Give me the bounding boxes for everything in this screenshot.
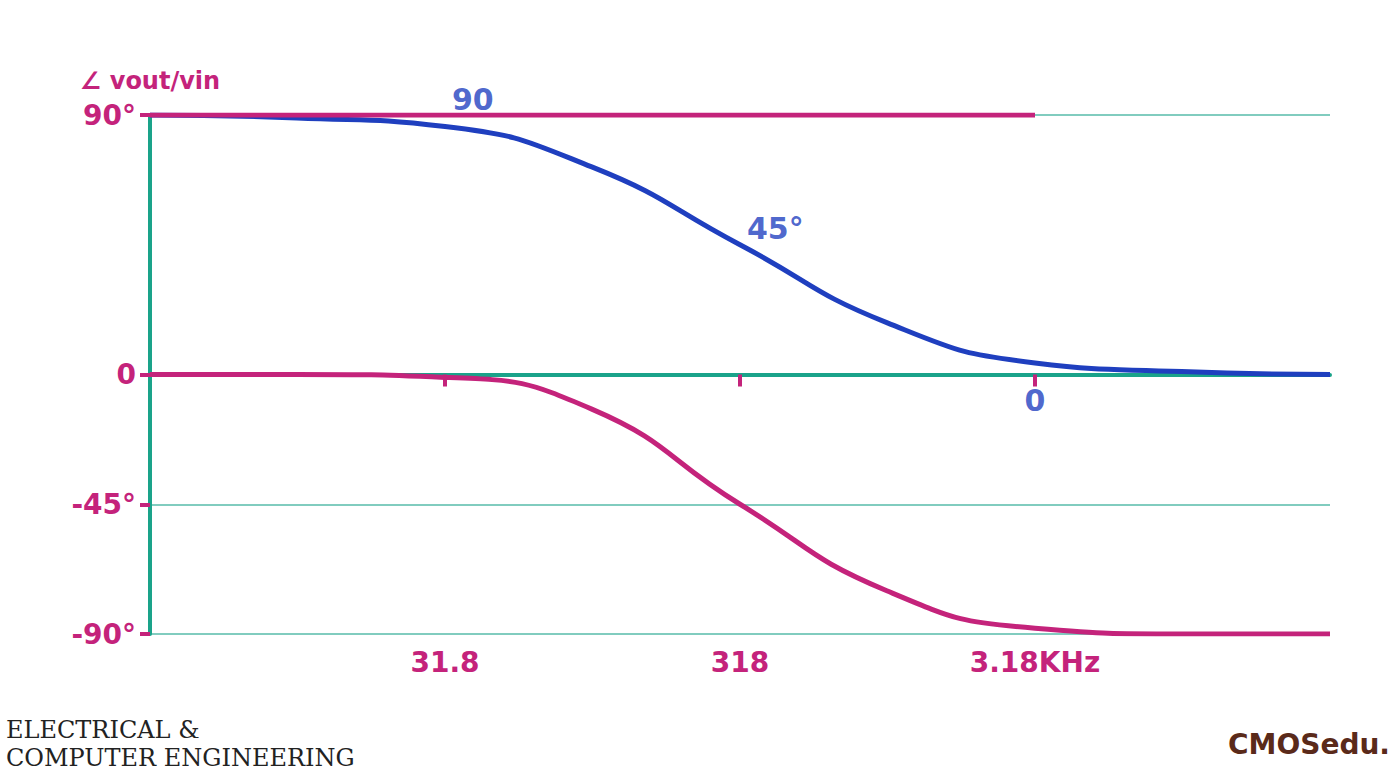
svg-text:90: 90 xyxy=(452,82,494,117)
svg-text:31.8: 31.8 xyxy=(410,646,479,679)
svg-text:90°: 90° xyxy=(83,99,136,132)
svg-text:COMPUTER ENGINEERING: COMPUTER ENGINEERING xyxy=(6,744,355,772)
svg-text:0: 0 xyxy=(1025,383,1046,418)
svg-text:-45°: -45° xyxy=(71,488,136,521)
svg-text:∠ vout/vin: ∠ vout/vin xyxy=(80,67,220,95)
svg-text:CMOSedu.: CMOSedu. xyxy=(1228,728,1390,761)
svg-text:0: 0 xyxy=(117,358,136,391)
svg-text:45°: 45° xyxy=(747,211,804,246)
svg-text:-90°: -90° xyxy=(71,618,136,651)
svg-text:318: 318 xyxy=(711,646,769,679)
svg-text:3.18KHz: 3.18KHz xyxy=(970,646,1101,679)
svg-text:ELECTRICAL &: ELECTRICAL & xyxy=(6,716,200,744)
